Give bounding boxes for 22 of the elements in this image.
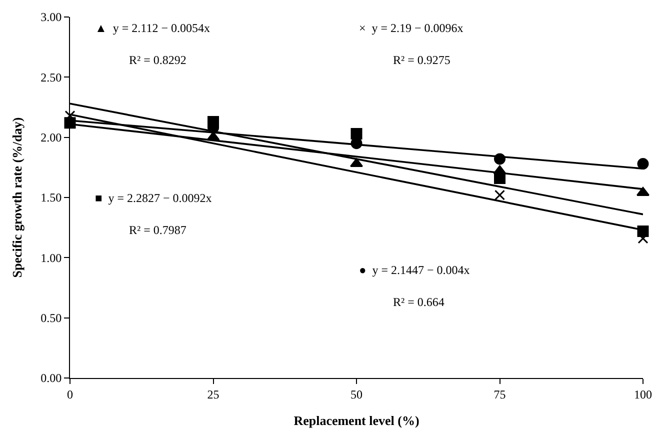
x-tick-label: 75 — [494, 387, 506, 402]
y-tick-label: 0.50 — [40, 311, 62, 326]
y-tick-label: 1.00 — [40, 250, 62, 265]
annotation: × y = 2.19 − 0.0096x — [359, 21, 464, 35]
x-tick-label: 0 — [67, 387, 73, 402]
annotation: ■ y = 2.2827 − 0.0092x — [95, 191, 212, 205]
y-tick-label: 0.00 — [40, 371, 62, 386]
x-axis-title: Replacement level (%) — [294, 413, 420, 428]
y-tick-label: 1.50 — [40, 190, 62, 205]
y-tick-label: 2.50 — [40, 70, 62, 84]
annotation: R² = 0.7987 — [129, 223, 186, 237]
y-axis-title: Specific growth rate (%/day) — [10, 117, 25, 278]
x-tick-label: 100 — [634, 387, 652, 402]
annotation: ● y = 2.1447 − 0.004x — [359, 263, 470, 277]
annotation: ▲ y = 2.112 − 0.0054x — [95, 21, 210, 35]
annotation: R² = 0.9275 — [393, 53, 450, 67]
y-tick-label: 2.00 — [40, 130, 62, 145]
y-tick-label: 3.00 — [40, 10, 62, 24]
annotation: R² = 0.664 — [393, 295, 444, 309]
x-tick-label: 50 — [350, 387, 362, 402]
annotation: R² = 0.8292 — [129, 53, 186, 67]
x-tick-label: 25 — [207, 387, 220, 402]
